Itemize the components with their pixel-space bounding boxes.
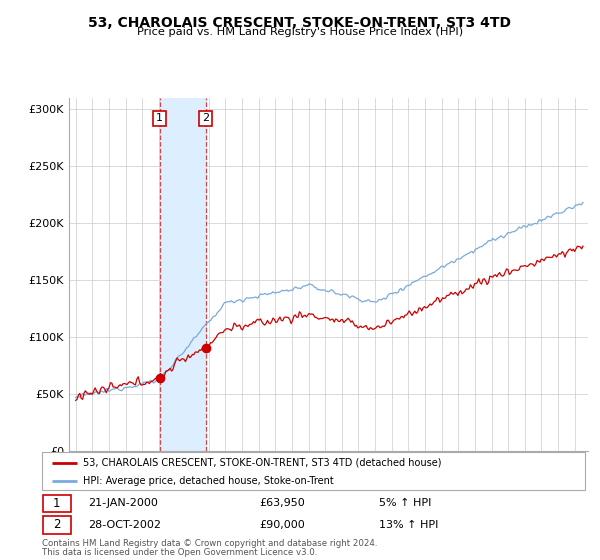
Text: 2: 2 xyxy=(202,114,209,124)
Text: This data is licensed under the Open Government Licence v3.0.: This data is licensed under the Open Gov… xyxy=(42,548,317,557)
Text: 1: 1 xyxy=(156,114,163,124)
Text: 5% ↑ HPI: 5% ↑ HPI xyxy=(379,498,431,508)
Text: Price paid vs. HM Land Registry's House Price Index (HPI): Price paid vs. HM Land Registry's House … xyxy=(137,27,463,37)
Bar xyxy=(43,494,71,512)
Text: 2: 2 xyxy=(53,518,61,531)
Text: £63,950: £63,950 xyxy=(259,498,305,508)
Text: 13% ↑ HPI: 13% ↑ HPI xyxy=(379,520,438,530)
Text: 21-JAN-2000: 21-JAN-2000 xyxy=(88,498,158,508)
Text: £90,000: £90,000 xyxy=(259,520,305,530)
Bar xyxy=(43,516,71,534)
Text: 53, CHAROLAIS CRESCENT, STOKE-ON-TRENT, ST3 4TD (detached house): 53, CHAROLAIS CRESCENT, STOKE-ON-TRENT, … xyxy=(83,458,441,468)
Bar xyxy=(160,98,206,451)
Text: 1: 1 xyxy=(53,497,61,510)
Text: 53, CHAROLAIS CRESCENT, STOKE-ON-TRENT, ST3 4TD: 53, CHAROLAIS CRESCENT, STOKE-ON-TRENT, … xyxy=(89,16,511,30)
Text: Contains HM Land Registry data © Crown copyright and database right 2024.: Contains HM Land Registry data © Crown c… xyxy=(42,539,377,548)
Text: 28-OCT-2002: 28-OCT-2002 xyxy=(88,520,161,530)
Text: HPI: Average price, detached house, Stoke-on-Trent: HPI: Average price, detached house, Stok… xyxy=(83,475,334,486)
